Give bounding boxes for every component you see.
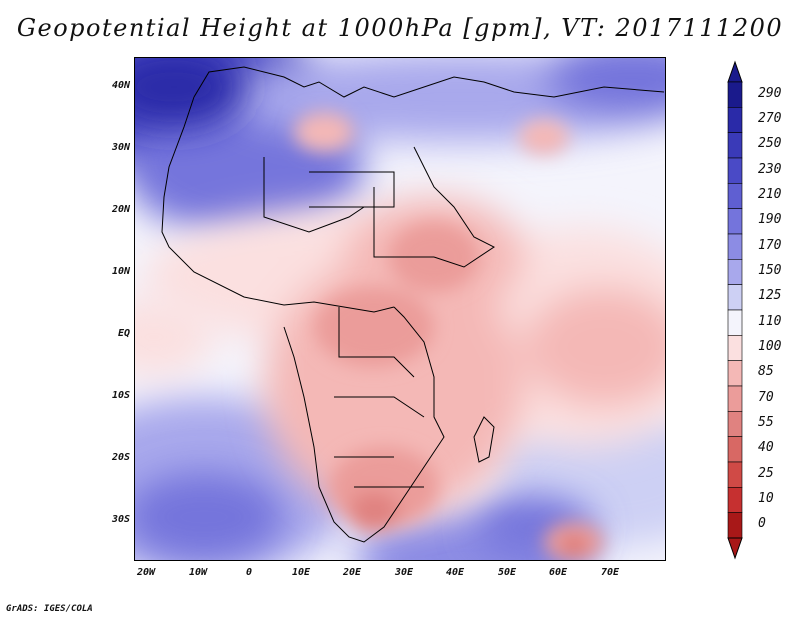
- colorbar-label: 150: [758, 263, 782, 278]
- colorbar-swatch: [727, 385, 743, 412]
- lon-label-0: 0: [245, 567, 253, 578]
- lat-label-30s: 30S: [111, 514, 130, 525]
- colorbar-label: 170: [758, 237, 782, 253]
- colorbar-label: 0: [758, 516, 766, 532]
- colorbar-swatch: [727, 360, 743, 387]
- colorbar-swatch: [727, 512, 743, 539]
- lat-label-30n: 30N: [111, 142, 130, 153]
- colorbar-label: 40: [758, 440, 774, 456]
- lon-label-70e: 70E: [600, 567, 620, 578]
- colorbar-swatch: [727, 183, 743, 209]
- colorbar-label: 250: [758, 136, 782, 152]
- lon-label-30e: 30E: [394, 567, 414, 578]
- lon-label-20w: 20W: [136, 567, 156, 578]
- lon-label-50e: 50E: [497, 567, 517, 578]
- colorbar-swatch: [727, 259, 743, 285]
- colorbar-swatch: [727, 487, 743, 513]
- lat-label-10s: 10S: [111, 390, 130, 401]
- lat-label-20n: 20N: [111, 204, 130, 215]
- colorbar-swatch: [727, 461, 743, 488]
- colorbar-swatch: [727, 436, 743, 463]
- colorbar-swatch: [727, 208, 743, 235]
- colorbar: [727, 60, 743, 560]
- colorbar-swatch: [727, 411, 743, 437]
- lat-label-eq: EQ: [117, 328, 130, 339]
- coastlines: [161, 66, 665, 543]
- colorbar-label: 100: [758, 339, 782, 354]
- colorbar-label: 55: [758, 415, 774, 430]
- lat-label-10n: 10N: [111, 266, 130, 277]
- colorbar-swatch: [727, 284, 743, 311]
- colorbar-label: 25: [758, 465, 774, 481]
- lat-label-40n: 40N: [111, 80, 130, 91]
- map-panel: [134, 57, 666, 561]
- lat-label-20s: 20S: [111, 452, 130, 463]
- colorbar-swatch: [727, 107, 743, 133]
- height-field: [134, 57, 666, 561]
- colorbar-swatch: [727, 157, 743, 184]
- colorbar-top-arrow: [727, 60, 743, 83]
- chart-title: Geopotential Height at 1000hPa [gpm], VT…: [16, 14, 784, 42]
- colorbar-label: 85: [758, 364, 774, 380]
- colorbar-label: 190: [758, 212, 782, 228]
- colorbar-label: 125: [758, 288, 782, 304]
- colorbar-swatch: [727, 335, 743, 361]
- lon-label-60e: 60E: [548, 567, 568, 578]
- lon-label-10w: 10W: [188, 567, 208, 578]
- colorbar-label: 210: [758, 187, 782, 202]
- credit-text: GrADS: IGES/COLA: [6, 604, 93, 614]
- lon-label-20e: 20E: [342, 567, 362, 578]
- map-svg: [134, 57, 666, 561]
- map-frame: [134, 57, 666, 561]
- colorbar-bottom-arrow: [727, 537, 743, 560]
- colorbar-swatch: [727, 233, 743, 260]
- colorbar-label: 110: [758, 313, 782, 329]
- colorbar-swatch: [727, 309, 743, 336]
- colorbar-label: 290: [758, 85, 782, 101]
- colorbar-label: 270: [758, 111, 782, 126]
- colorbar-label: 230: [758, 161, 782, 177]
- colorbar-label: 10: [758, 491, 774, 506]
- colorbar-label: 70: [758, 389, 774, 405]
- colorbar-swatch: [727, 81, 743, 108]
- lon-label-40e: 40E: [445, 567, 465, 578]
- lon-label-10e: 10E: [291, 567, 311, 578]
- colorbar-swatch: [727, 132, 743, 159]
